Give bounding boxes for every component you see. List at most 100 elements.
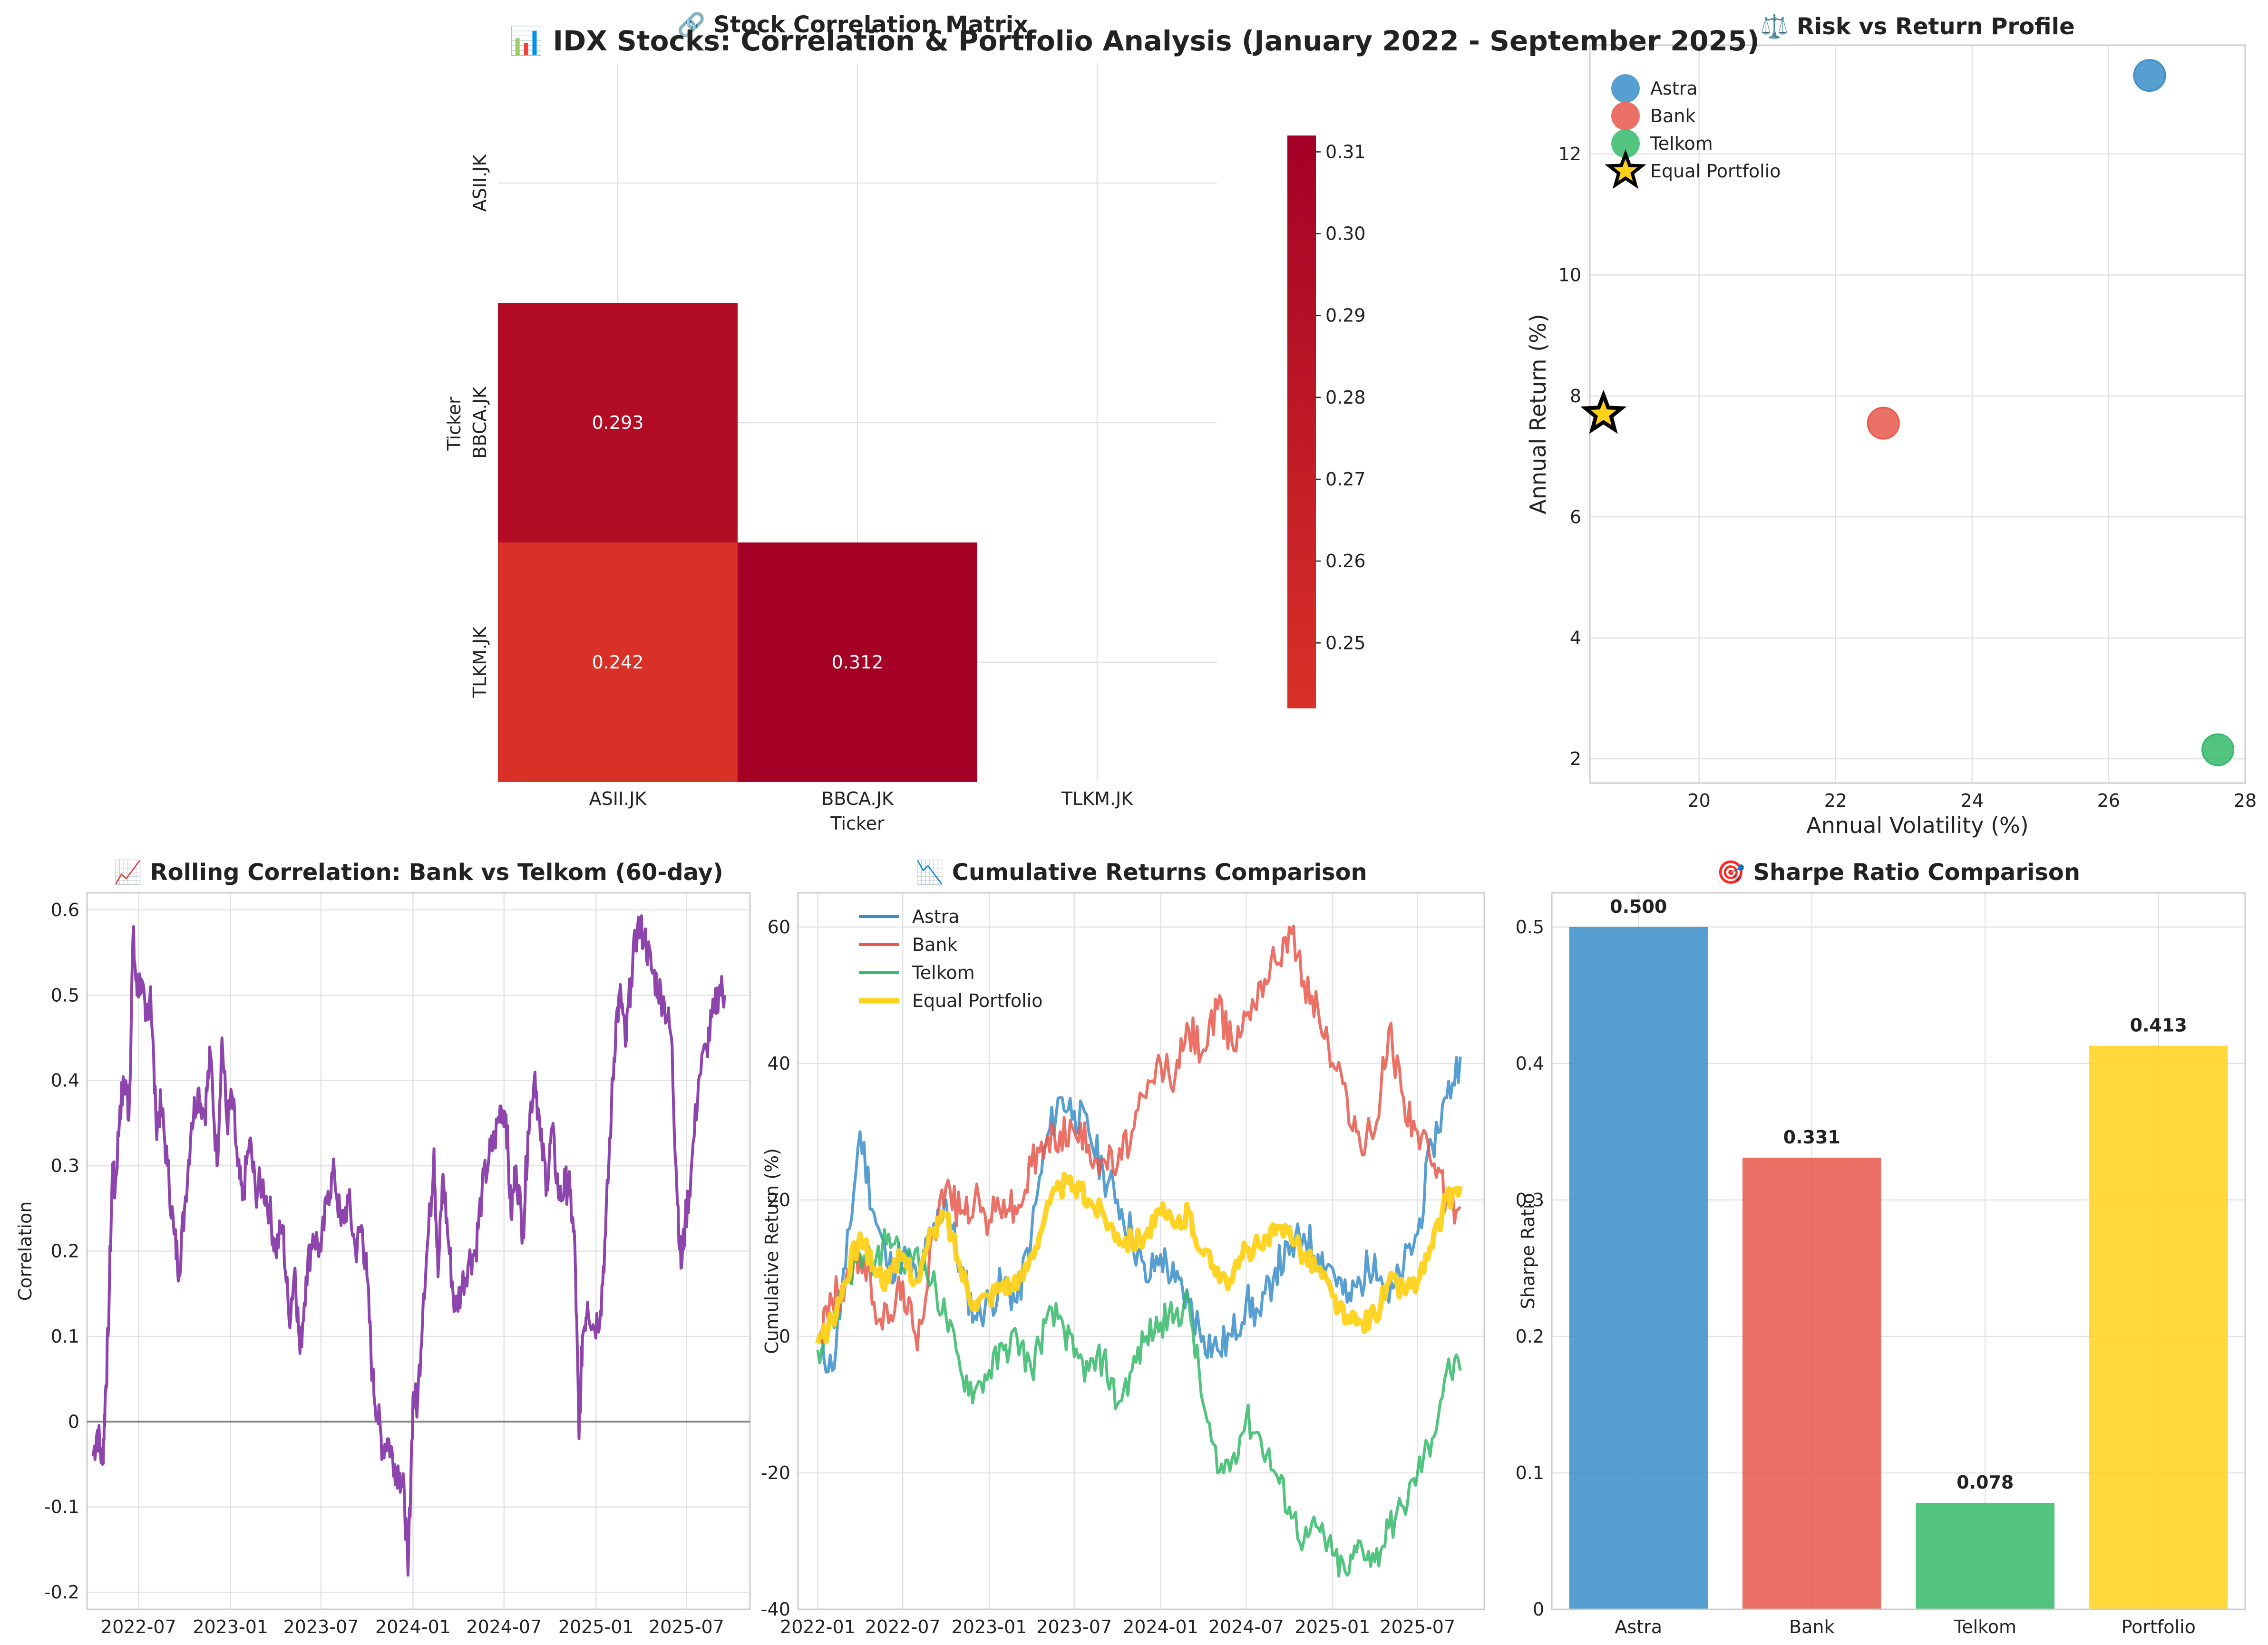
scatter-x-tick: 24 [1961, 790, 1984, 811]
sharpe-title: 🎯 Sharpe Ratio Comparison [1717, 859, 2080, 886]
figure-title: 📊 IDX Stocks: Correlation & Portfolio An… [509, 25, 1760, 57]
heatmap-y-label: Ticker [444, 397, 465, 451]
sharpe-y-tick: 0.1 [1516, 1462, 1544, 1483]
cumulative-y-tick: 0 [779, 1326, 790, 1347]
cumulative-x-tick: 2025-01 [1295, 1616, 1371, 1637]
cumulative-x-tick: 2022-07 [865, 1616, 941, 1637]
colorbar-tick-label: 0.31 [1325, 141, 1366, 162]
sharpe-y-tick: 0 [1533, 1599, 1544, 1620]
rolling-x-tick: 2023-01 [193, 1616, 268, 1637]
sharpe-x-tick: Bank [1789, 1616, 1834, 1637]
cumulative-returns-panel: 2022-01 2022-07 2023-01 2023-07 2024-01 2024-… [761, 859, 1485, 1637]
sharpe-bar-telkom [1916, 1503, 2055, 1609]
rolling-y-tick: -0.2 [44, 1582, 79, 1603]
scatter-legend-label: Telkom [1650, 133, 1713, 154]
rolling-y-tick: 0.5 [51, 985, 79, 1006]
rolling-x-tick: 2023-07 [283, 1616, 359, 1637]
cumulative-legend-label: Telkom [912, 962, 975, 983]
heatmap-x-tick: BBCA.JK [821, 788, 894, 809]
cumulative-y-tick: -40 [761, 1599, 790, 1620]
cumulative-frame [797, 892, 1485, 1610]
scatter-y-tick: 4 [1570, 628, 1581, 648]
cumulative-x-tick: 2024-07 [1208, 1616, 1284, 1637]
cumulative-title: 📉 Cumulative Returns Comparison [915, 859, 1367, 886]
scatter-x-tick: 26 [2097, 790, 2120, 811]
scatter-y-tick: 10 [1558, 264, 1581, 285]
scatter-y-tick: 6 [1570, 506, 1581, 527]
rolling-title: 📈 Rolling Correlation: Bank vs Telkom (6… [114, 859, 723, 886]
sharpe-x-tick: Astra [1615, 1616, 1662, 1637]
scatter-x-tick: 28 [2234, 790, 2257, 811]
colorbar [1287, 135, 1316, 708]
heatmap-cell-label: 0.312 [832, 652, 884, 673]
cumulative-legend-label: Astra [912, 906, 960, 927]
scatter-legend-label: Astra [1650, 78, 1698, 99]
heatmap-title: 🔗 Stock Correlation Matrix [677, 11, 1028, 38]
sharpe-x-tick: Portfolio [2122, 1616, 2196, 1637]
scatter-x-tick: 20 [1687, 790, 1710, 811]
sharpe-bar-value-label: 0.078 [1957, 1472, 2014, 1493]
heatmap-cell-label: 0.242 [592, 652, 644, 673]
colorbar-tick-label: 0.27 [1325, 469, 1366, 490]
scatter-legend-marker [1611, 74, 1640, 103]
rolling-y-tick: 0.2 [51, 1241, 79, 1262]
rolling-y-tick: 0.1 [51, 1326, 79, 1347]
scatter-point-astra [2133, 59, 2166, 92]
scatter-legend-marker [1611, 102, 1640, 130]
sharpe-y-label: Sharpe Ratio [1518, 1193, 1538, 1309]
scatter-y-tick: 12 [1558, 144, 1581, 164]
sharpe-x-tick: Telkom [1953, 1616, 2016, 1637]
rolling-y-label: Correlation [15, 1201, 36, 1301]
heatmap-x-tick: ASII.JK [589, 788, 647, 809]
cumulative-series-bank [817, 924, 1462, 1352]
colorbar-tick-label: 0.25 [1325, 632, 1366, 653]
cumulative-x-tick: 2022-01 [780, 1616, 856, 1637]
sharpe-ratio-panel: 0 0.1 0.2 0.3 0.4 0.5 0.500 Astra 0.331 Bank 0.078… [1516, 859, 2246, 1637]
sharpe-y-tick: 0.5 [1516, 917, 1544, 938]
cumulative-x-tick: 2023-01 [952, 1616, 1027, 1637]
sharpe-frame [1551, 892, 2246, 1610]
colorbar-tick-label: 0.28 [1325, 387, 1366, 408]
cumulative-y-tick: 40 [768, 1053, 790, 1074]
rolling-x-tick: 2024-07 [466, 1616, 542, 1637]
heatmap-y-tick: ASII.JK [469, 154, 490, 212]
rolling-frame [86, 892, 751, 1610]
rolling-y-tick: 0.3 [51, 1155, 79, 1176]
heatmap-panel: 0.293 0.242 0.312 ASII.JK ASII.JK BBCA.JK BBCA… [444, 11, 1366, 834]
rolling-y-tick: -0.1 [44, 1497, 79, 1518]
scatter-point-telkom [2201, 733, 2235, 766]
rolling-x-tick: 2022-07 [101, 1616, 176, 1637]
heatmap-cell-label: 0.293 [592, 412, 644, 433]
cumulative-x-tick: 2024-01 [1123, 1616, 1198, 1637]
scatter-point-bank [1867, 406, 1900, 440]
cumulative-x-tick: 2023-07 [1036, 1616, 1112, 1637]
cumulative-y-tick: -20 [761, 1462, 790, 1483]
scatter-y-tick: 8 [1570, 386, 1581, 406]
cumulative-legend-label: Equal Portfolio [912, 990, 1042, 1011]
heatmap-cell [738, 542, 977, 782]
rolling-y-tick: 0.4 [51, 1070, 79, 1091]
scatter-x-label: Annual Volatility (%) [1806, 813, 2028, 838]
scatter-y-label: Annual Return (%) [1525, 314, 1551, 514]
rolling-series-line [91, 914, 726, 1577]
cumulative-series-equal-portfolio [815, 1172, 1463, 1345]
scatter-x-tick: 22 [1824, 790, 1847, 811]
heatmap-y-tick: BBCA.JK [469, 386, 490, 459]
rolling-correlation-panel: 2022-07 2023-01 2023-07 2024-01 2024-07 2025-… [15, 859, 751, 1637]
sharpe-bar-value-label: 0.500 [1610, 896, 1667, 917]
colorbar-tick-label: 0.26 [1325, 551, 1366, 571]
sharpe-bar-value-label: 0.331 [1783, 1127, 1840, 1148]
scatter-legend-label: Equal Portfolio [1650, 161, 1781, 182]
sharpe-y-tick: 0.4 [1516, 1053, 1544, 1074]
scatter-legend-label: Bank [1650, 106, 1695, 126]
colorbar-tick-label: 0.30 [1325, 223, 1366, 244]
heatmap-y-tick: TLKM.JK [469, 626, 490, 698]
heatmap-x-tick: TLKM.JK [1061, 788, 1133, 809]
sharpe-y-tick: 0.3 [1516, 1190, 1544, 1210]
scatter-legend-marker [1611, 129, 1640, 158]
sharpe-bar-astra [1569, 927, 1708, 1609]
sharpe-bar-value-label: 0.413 [2130, 1015, 2187, 1035]
